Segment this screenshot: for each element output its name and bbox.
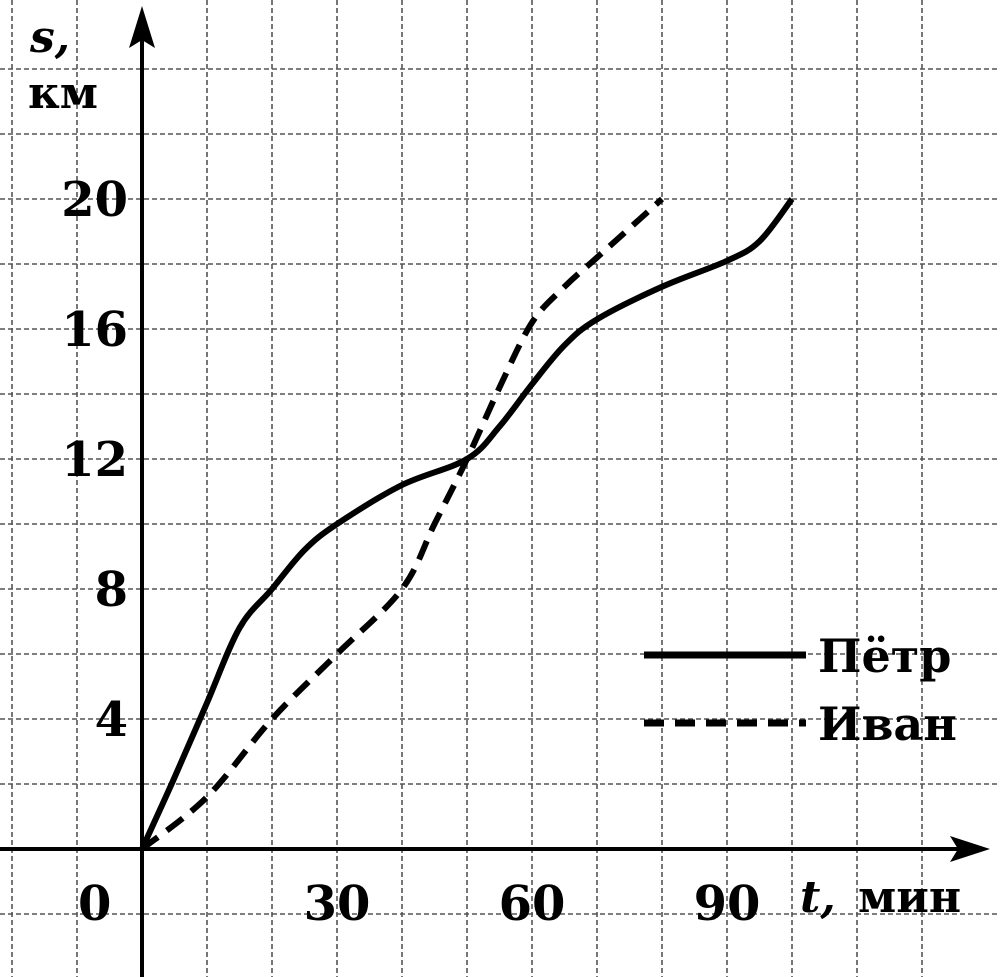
x-axis-arrow <box>950 836 990 862</box>
y-axis-arrow <box>129 6 155 48</box>
x-axis-unit: мин <box>858 872 961 923</box>
x-tick-label: 30 <box>304 876 371 932</box>
axes <box>0 6 990 977</box>
y-axis-unit: км <box>28 68 98 119</box>
series-line-solid <box>139 197 795 851</box>
tick-labels: 4 8 12 16 20 30 60 90 <box>61 172 760 932</box>
x-axis-symbol: t, <box>800 872 836 923</box>
origin-label: 0 <box>78 876 111 932</box>
y-tick-label: 20 <box>61 172 128 228</box>
y-tick-label: 8 <box>95 562 128 618</box>
legend: Пётр Иван <box>644 629 957 751</box>
x-tick-label: 90 <box>694 876 761 932</box>
legend-label: Пётр <box>818 629 951 683</box>
y-tick-label: 4 <box>95 692 128 748</box>
x-tick-label: 60 <box>499 876 566 932</box>
series-line-dashed <box>140 196 665 852</box>
y-tick-label: 16 <box>61 302 128 358</box>
y-tick-label: 12 <box>61 432 128 488</box>
series-lines <box>139 196 795 852</box>
legend-label: Иван <box>818 697 957 751</box>
y-axis-symbol: s, <box>29 12 70 63</box>
